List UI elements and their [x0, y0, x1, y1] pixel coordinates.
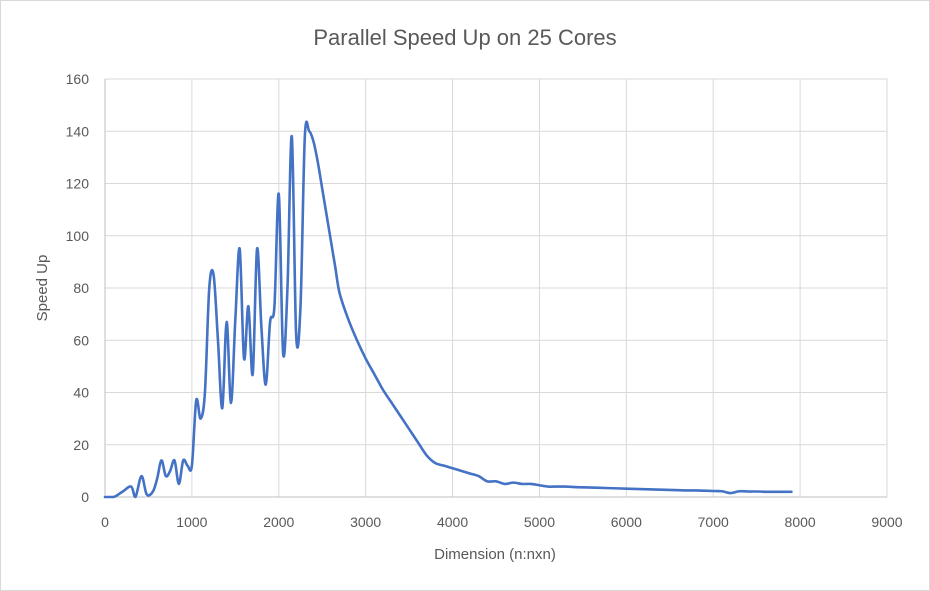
x-tick-label: 2000	[263, 514, 294, 530]
x-axis-label: Dimension (n:nxn)	[434, 546, 556, 563]
x-tick-label: 3000	[350, 514, 381, 530]
x-tick-label: 6000	[611, 514, 642, 530]
x-tick-label: 9000	[871, 514, 902, 530]
y-tick-label: 120	[66, 176, 90, 192]
y-tick-label: 0	[81, 489, 89, 505]
y-tick-label: 40	[73, 385, 89, 401]
x-tick-label: 1000	[176, 514, 207, 530]
y-tick-label: 160	[66, 71, 90, 87]
chart-title: Parallel Speed Up on 25 Cores	[313, 25, 616, 50]
axes	[104, 79, 887, 498]
y-axis-label: Speed Up	[34, 255, 51, 322]
x-tick-label: 0	[101, 514, 109, 530]
x-tick-label: 5000	[524, 514, 555, 530]
y-tick-label: 60	[73, 332, 89, 348]
gridlines	[105, 78, 888, 497]
series-line	[103, 120, 793, 499]
x-tick-label: 7000	[698, 514, 729, 530]
y-tick-label: 140	[66, 123, 90, 139]
x-tick-label: 4000	[437, 514, 468, 530]
y-tick-label: 80	[73, 280, 89, 296]
y-tick-label: 100	[66, 228, 90, 244]
y-tick-label: 20	[73, 437, 89, 453]
x-tick-label: 8000	[785, 514, 816, 530]
tick-labels: 0 20 40 60 80 100 120 140 160 0 1000 2000 3000 4000 50…	[66, 71, 903, 530]
series-layer	[103, 120, 793, 499]
